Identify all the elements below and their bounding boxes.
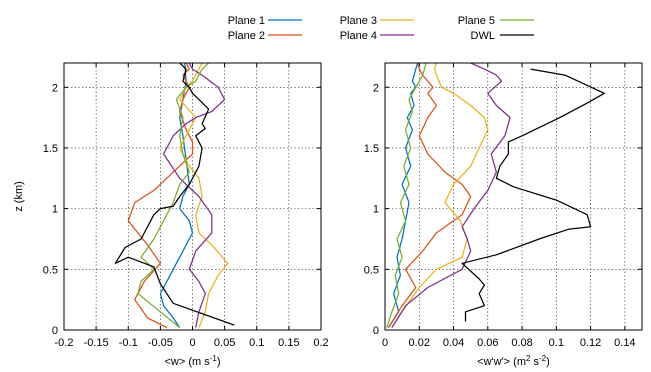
series-line-dwl (114, 63, 235, 326)
y-tick-label: 0 (52, 325, 58, 337)
x-tick-label: 0.14 (614, 337, 635, 349)
x-tick-label: 0.04 (443, 337, 464, 349)
x-tick-label: 0.08 (511, 337, 532, 349)
x-tick-label: 0.1 (249, 337, 264, 349)
legend-label: DWL (471, 30, 495, 42)
legend-label: Plane 2 (228, 30, 265, 42)
x-axis-label-part: s (530, 356, 539, 368)
x-axis-label: <w> (m s-1) (164, 354, 220, 369)
w-variance-panel: 0 0.02 0.04 0.06 0.08 0.1 0.12 0.1400.511.52<w'… (364, 62, 643, 369)
legend-label: Plane 1 (228, 15, 265, 27)
y-tick-label: 1.5 (364, 143, 379, 155)
x-axis-label-part: ) (546, 356, 550, 368)
x-tick-label: 0.02 (409, 337, 430, 349)
series-line-plane-1 (387, 63, 419, 328)
x-tick-label: 0.1 (549, 337, 564, 349)
x-tick-label: -0.15 (84, 337, 109, 349)
y-tick-label: 0 (373, 325, 379, 337)
x-tick-label: -0.1 (119, 337, 138, 349)
w-mean-panel: -0.2 -0.15 -0.1 -0.05 0 0.05 0.1 0.15 0.2 0 0.5 1 1.… (13, 62, 329, 369)
plot-frame (63, 62, 322, 331)
x-tick-label: 0 (189, 337, 195, 349)
y-tick-label: 1.5 (43, 143, 58, 155)
y-axis-label: z (km) (13, 181, 25, 212)
legend-label: Plane 3 (340, 15, 377, 27)
x-axis-label-superscript: -1 (210, 354, 218, 363)
y-tick-label: 0.5 (364, 264, 379, 276)
x-tick-label: 0.05 (214, 337, 235, 349)
x-axis-label-part: <w> (m s (164, 356, 210, 368)
x-tick-label: -0.05 (148, 337, 173, 349)
series-line-dwl (461, 68, 605, 322)
x-axis-label-superscript: 2 (526, 354, 531, 363)
legend-label: Plane 4 (340, 30, 377, 42)
series-line-plane-3 (391, 63, 489, 328)
series-line-plane-2 (387, 63, 472, 328)
x-tick-label: 0.12 (580, 337, 601, 349)
series-line-plane-1 (159, 63, 194, 328)
series-line-plane-4 (391, 63, 511, 328)
y-tick-label: 0.5 (43, 264, 58, 276)
x-tick-label: 0.15 (278, 337, 299, 349)
legend-label: Plane 5 (458, 15, 495, 27)
series-line-plane-5 (137, 63, 210, 329)
series-line-plane-5 (386, 63, 427, 328)
x-axis-label: <w'w'> (m2 s-2) (477, 354, 550, 369)
x-axis-label-superscript: -2 (539, 354, 547, 363)
y-tick-label: 1 (373, 204, 379, 216)
y-tick-label: 2 (373, 82, 379, 94)
x-axis-label-part: ) (217, 356, 221, 368)
y-tick-label: 1 (52, 204, 58, 216)
x-tick-label: 0 (382, 337, 388, 349)
legend: Plane 1 Plane 2 Plane 3 Plane 4 Plane 5 DWL (228, 15, 534, 42)
x-tick-label: 0.2 (313, 337, 328, 349)
x-tick-label: -0.2 (55, 337, 74, 349)
x-axis-label-part: <w'w'> (m (477, 356, 526, 368)
y-tick-label: 2 (52, 82, 58, 94)
plot-frame (384, 62, 643, 331)
series-line-plane-4 (162, 63, 226, 328)
x-tick-label: 0.06 (477, 337, 498, 349)
